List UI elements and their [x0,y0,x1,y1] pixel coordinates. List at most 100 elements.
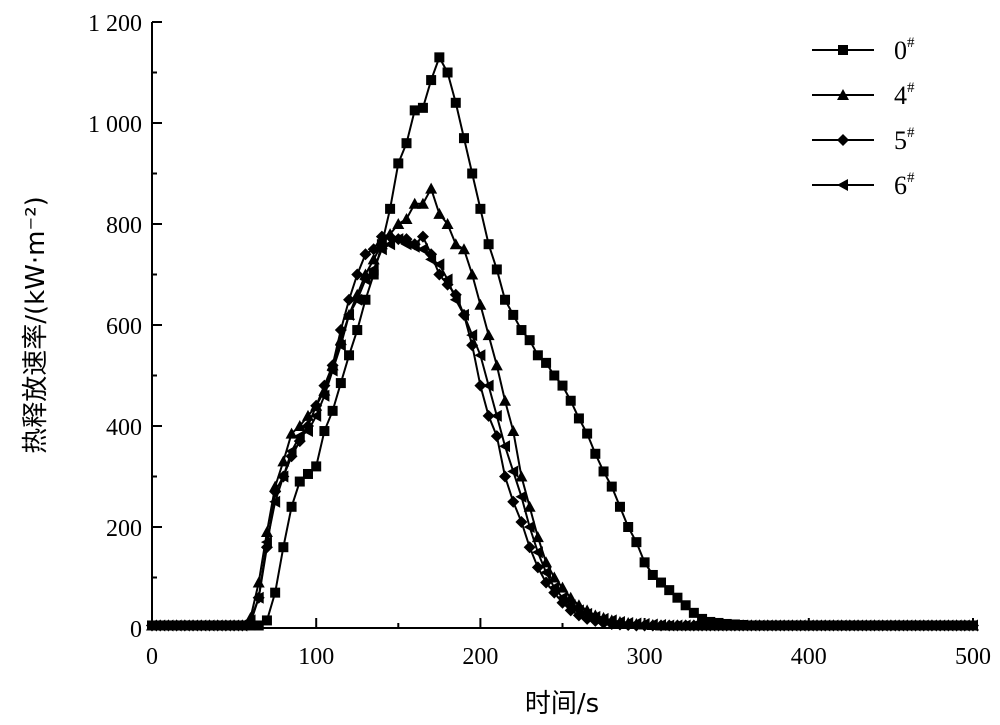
left-triangle-marker [860,619,872,632]
triangle-marker [408,197,421,209]
diamond-marker [343,293,356,306]
left-triangle-marker [852,619,864,632]
square-marker [582,428,593,439]
left-triangle-marker [449,293,461,306]
left-triangle-marker [466,329,478,342]
x-tick-label: 500 [955,644,991,670]
square-marker [475,203,486,214]
square-marker [541,357,552,368]
diamond-marker [474,379,487,392]
left-triangle-marker [835,619,847,632]
square-marker [426,75,437,86]
left-triangle-marker [326,364,338,377]
left-triangle-marker [556,591,568,604]
legend-item-5: 5# [812,125,915,155]
triangle-marker [449,238,462,250]
series-5 [146,230,979,632]
left-triangle-marker [310,409,322,422]
square-marker [631,537,642,548]
left-triangle-marker [622,616,634,629]
series-line [152,186,973,627]
square-marker [302,468,313,479]
square-marker [639,557,650,568]
x-tick-label: 0 [146,644,158,670]
triangle-marker [490,359,503,371]
triangle-marker [474,298,487,310]
legend-label-sup: # [907,170,915,186]
square-marker [319,426,330,437]
diamond-marker [490,430,503,443]
legend-label-sup: # [907,80,915,96]
diamond-marker [515,515,528,528]
square-marker [442,67,453,78]
left-triangle-marker [474,349,486,362]
square-marker [483,239,494,250]
triangle-marker [260,526,273,538]
legend: 0# 4# 5# 6# [812,35,915,200]
x-tick-label: 400 [791,644,827,670]
square-marker [368,269,379,280]
legend-label: 4# [894,80,915,110]
left-triangle-marker [211,619,223,632]
square-marker [458,133,469,144]
y-tick-label: 0 [130,617,142,643]
y-tick-label: 800 [106,213,142,239]
square-marker [253,620,264,631]
left-triangle-marker [967,619,978,632]
left-triangle-marker [236,619,248,632]
left-triangle-marker [499,440,511,453]
left-triangle-marker [696,619,708,632]
diamond-marker [837,134,849,146]
triangle-marker [837,89,849,100]
left-triangle-marker [515,490,527,503]
left-triangle-marker [687,619,699,632]
square-marker [270,587,281,598]
diamond-marker [531,561,544,574]
square-marker [838,45,848,55]
left-triangle-marker [572,604,584,617]
series-4 [146,182,979,631]
left-triangle-marker [277,470,289,483]
left-triangle-marker [893,619,905,632]
triangle-marker [392,218,405,229]
legend-label: 0# [894,35,915,65]
left-triangle-marker [146,619,157,632]
series-line [152,237,973,627]
square-marker [360,294,371,305]
left-triangle-marker [811,619,823,632]
triangle-marker [425,182,438,194]
diamond-marker [351,268,364,281]
left-triangle-marker [901,619,913,632]
left-triangle-marker [917,619,929,632]
square-marker [598,466,609,477]
x-tick-label: 200 [462,644,498,670]
square-marker [532,350,543,361]
left-triangle-marker [367,263,379,276]
left-triangle-marker [318,389,330,402]
y-tick-label: 400 [106,415,142,441]
left-triangle-marker [613,615,625,628]
left-triangle-marker [876,619,888,632]
left-triangle-marker [958,619,970,632]
square-marker [590,448,601,459]
left-triangle-marker [837,179,848,191]
square-marker [516,325,527,336]
series-line [152,54,973,627]
left-triangle-marker [523,521,535,533]
left-triangle-marker [728,619,740,632]
y-tick-label: 1 000 [88,112,142,138]
square-marker [656,577,667,588]
left-triangle-marker [786,619,798,632]
left-triangle-marker [334,339,346,352]
square-marker [573,413,584,424]
square-marker [672,592,683,603]
square-marker [623,522,634,532]
triangle-marker [277,455,290,467]
square-marker [688,607,699,618]
triangle-marker [441,218,454,229]
left-triangle-marker [646,618,658,631]
left-triangle-marker [548,581,560,594]
left-triangle-marker [819,619,831,632]
left-triangle-marker [408,240,420,253]
